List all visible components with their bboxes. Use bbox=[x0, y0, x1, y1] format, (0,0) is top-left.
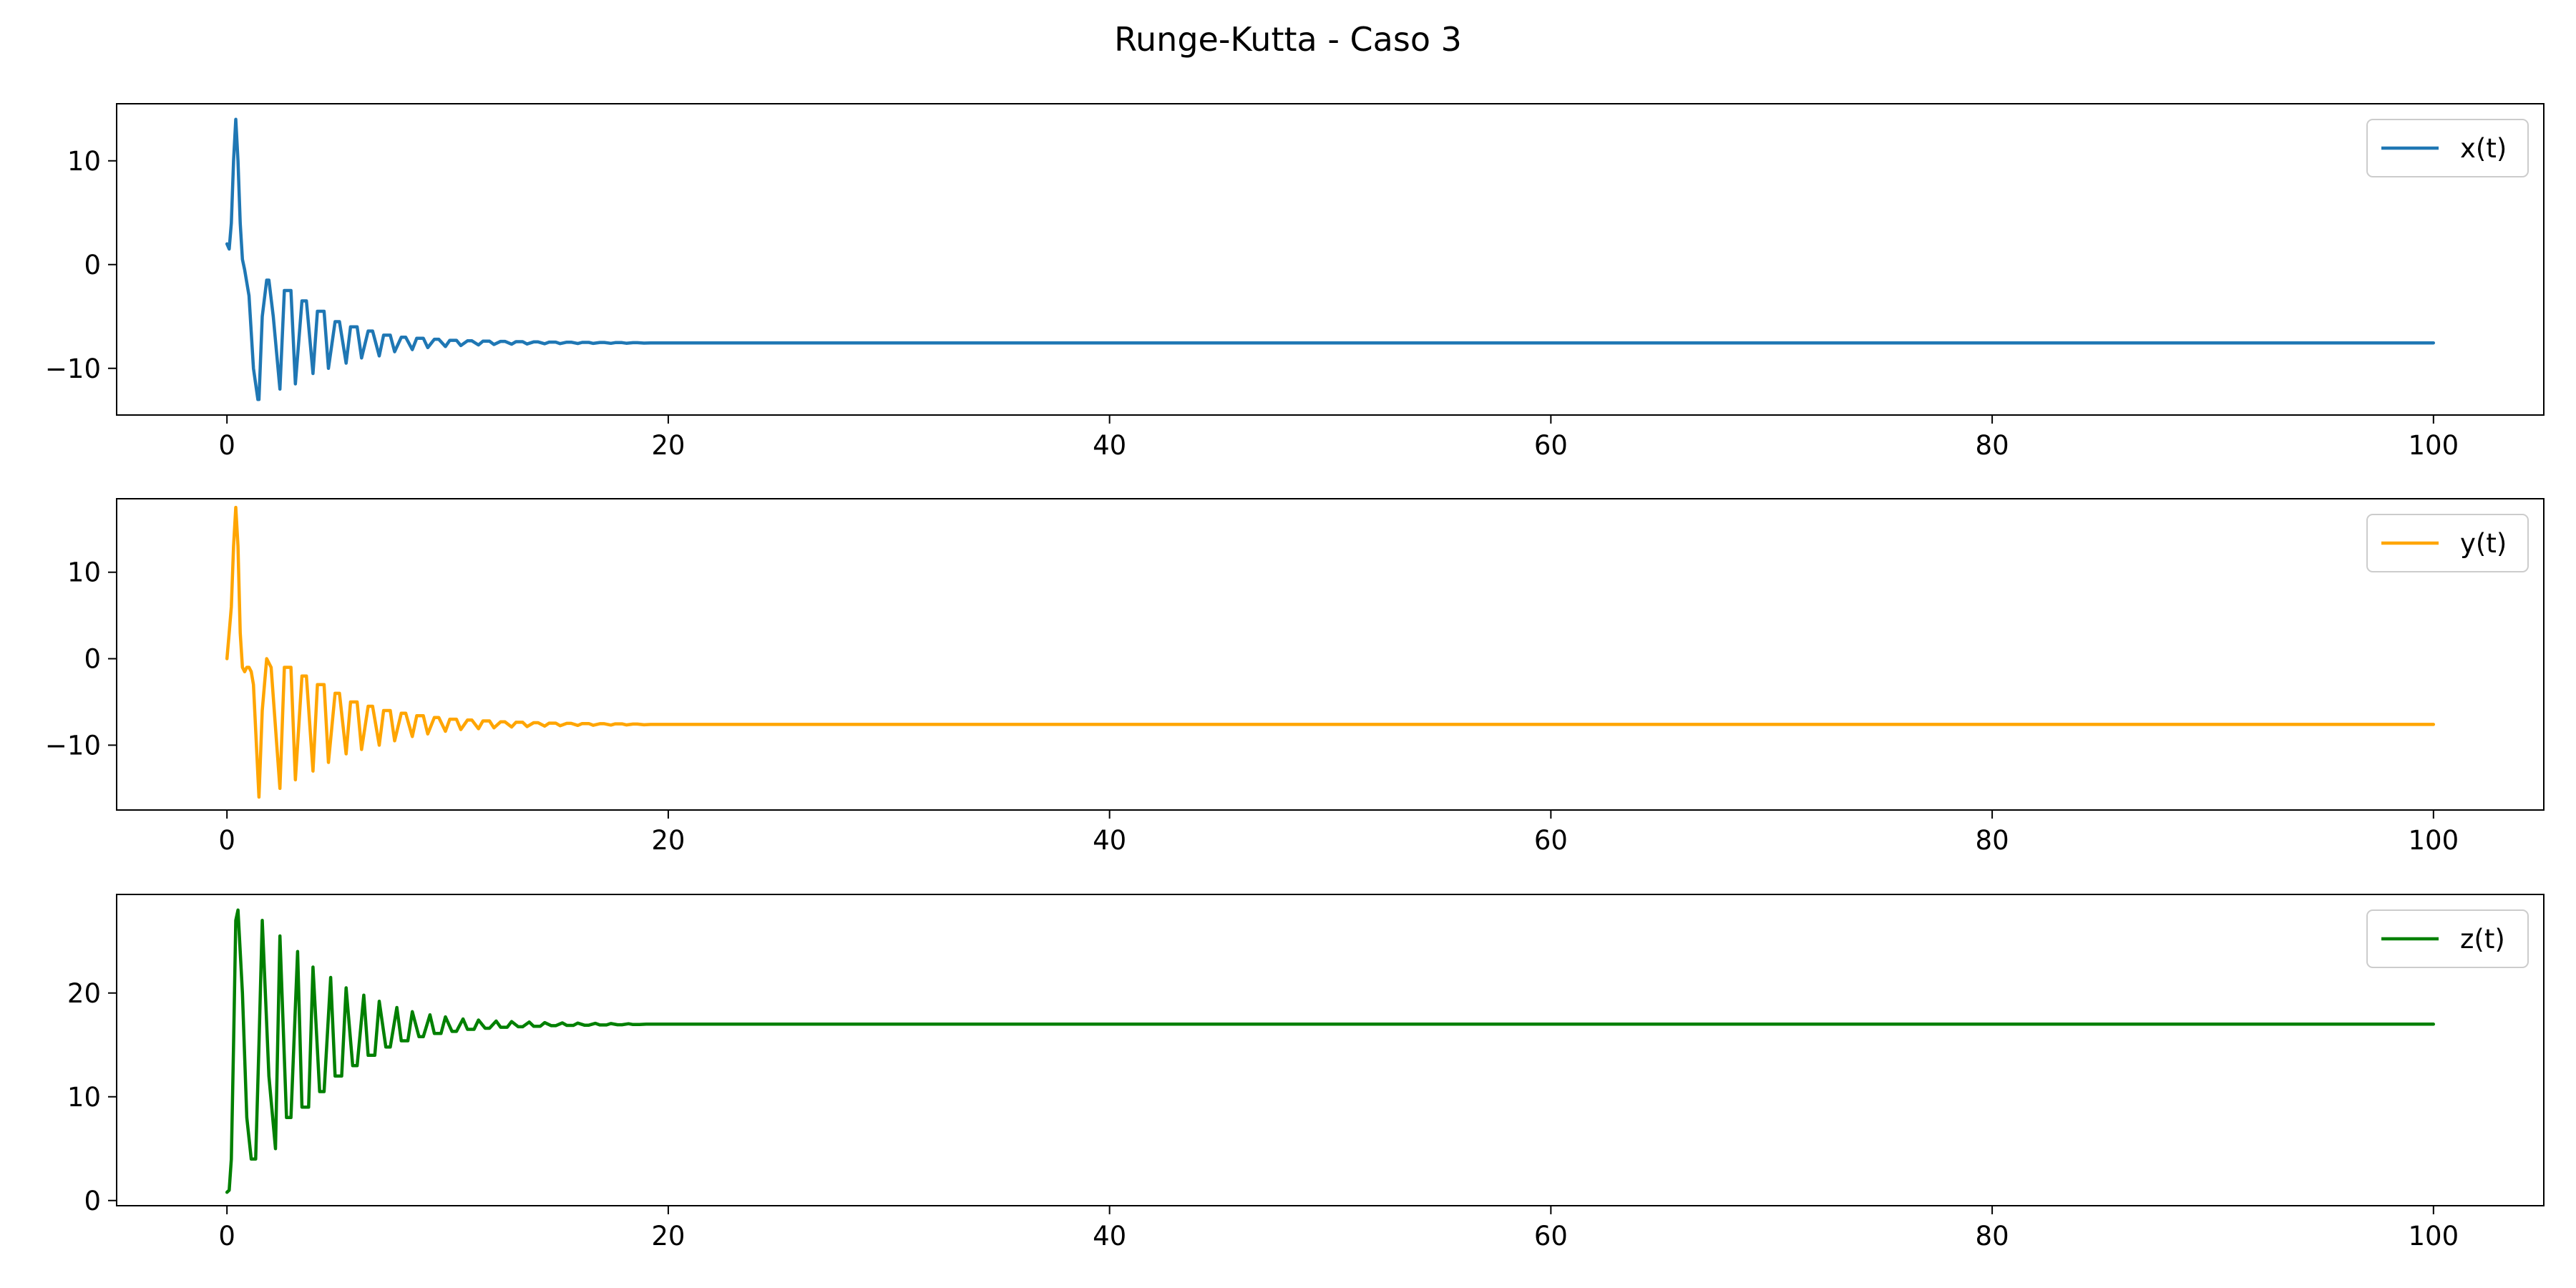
x-tick-label: 80 bbox=[1976, 1221, 2009, 1252]
y-tick-label: 0 bbox=[84, 644, 101, 675]
legend-box bbox=[2366, 909, 2529, 968]
y-tick-label: 20 bbox=[67, 978, 101, 1009]
figure-title: Runge-Kutta - Caso 3 bbox=[1114, 20, 1462, 59]
axes-frame bbox=[116, 894, 2545, 1206]
x-tick-label: 0 bbox=[218, 430, 235, 461]
x-tick-label: 60 bbox=[1534, 430, 1568, 461]
legend: x(t) bbox=[2366, 119, 2529, 177]
axes-frame bbox=[116, 103, 2545, 416]
x-tick-label: 100 bbox=[2409, 1221, 2459, 1252]
x-tick-label: 80 bbox=[1976, 825, 2009, 856]
x-tick-label: 40 bbox=[1093, 825, 1126, 856]
legend-box bbox=[2366, 514, 2529, 572]
x-tick-label: 0 bbox=[218, 825, 235, 856]
x-tick-label: 20 bbox=[651, 1221, 685, 1252]
legend-label: y(t) bbox=[2460, 528, 2507, 559]
legend-label: x(t) bbox=[2460, 133, 2507, 164]
x-tick-label: 60 bbox=[1534, 825, 1568, 856]
y-tick-label: 10 bbox=[67, 1082, 101, 1113]
legend: y(t) bbox=[2366, 514, 2529, 572]
y-tick-label: 10 bbox=[67, 557, 101, 588]
legend-label: z(t) bbox=[2460, 924, 2505, 955]
series-line-x(t) bbox=[225, 117, 2436, 401]
axes-frame bbox=[116, 498, 2545, 811]
series-line-z(t) bbox=[225, 908, 2436, 1194]
subplot-1: 0 20 40 60 80 100 −10 0 10 x(t) bbox=[45, 103, 2545, 461]
subplot-3: 0 20 40 60 80 100 0 10 20 z(t) bbox=[67, 894, 2545, 1252]
x-tick-label: 100 bbox=[2409, 825, 2459, 856]
y-tick-label: 0 bbox=[84, 1186, 101, 1216]
y-tick-label: −10 bbox=[45, 730, 101, 761]
y-tick-label: −10 bbox=[45, 353, 101, 384]
x-tick-label: 100 bbox=[2409, 430, 2459, 461]
y-tick-label: 10 bbox=[67, 146, 101, 177]
legend: z(t) bbox=[2366, 909, 2529, 968]
x-tick-label: 20 bbox=[651, 825, 685, 856]
x-tick-label: 60 bbox=[1534, 1221, 1568, 1252]
x-tick-label: 80 bbox=[1976, 430, 2009, 461]
subplot-2: 0 20 40 60 80 100 −10 0 10 y(t) bbox=[45, 498, 2545, 856]
legend-box bbox=[2366, 119, 2529, 177]
x-tick-label: 20 bbox=[651, 430, 685, 461]
x-tick-label: 40 bbox=[1093, 430, 1126, 461]
y-tick-label: 0 bbox=[84, 250, 101, 280]
x-tick-label: 40 bbox=[1093, 1221, 1126, 1252]
series-line-y(t) bbox=[225, 505, 2436, 799]
x-tick-label: 0 bbox=[218, 1221, 235, 1252]
